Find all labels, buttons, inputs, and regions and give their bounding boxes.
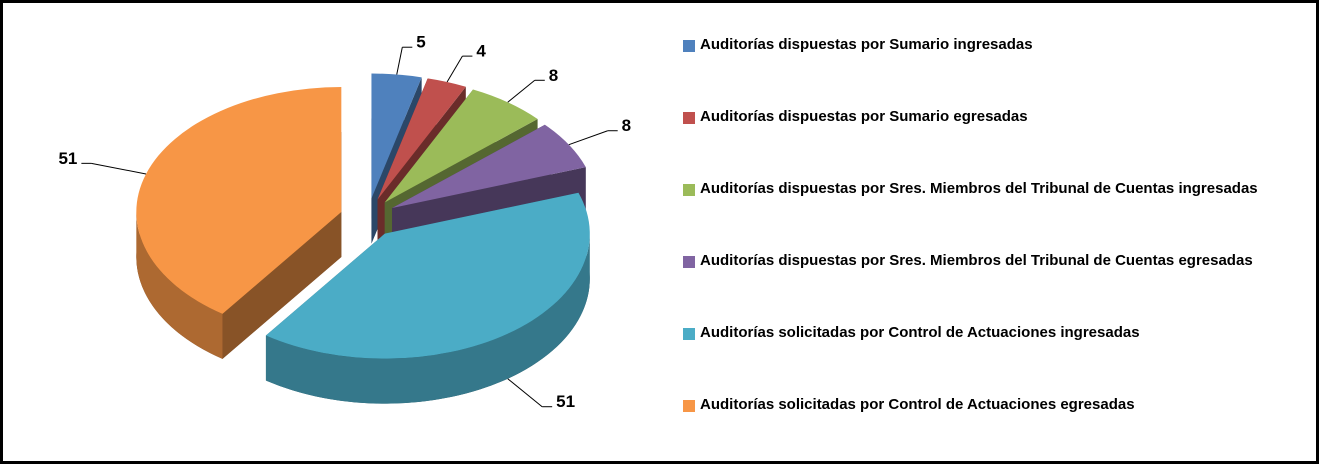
legend-item: Auditorías solicitadas por Control de Ac…	[683, 391, 1303, 461]
data-label: 5	[416, 33, 425, 52]
legend-swatch	[683, 256, 695, 268]
slice-wall	[136, 212, 223, 359]
leader-line	[507, 79, 536, 103]
legend-item: Auditorías dispuestas por Sres. Miembros…	[683, 247, 1303, 319]
legend-label: Auditorías solicitadas por Control de Ac…	[700, 324, 1140, 341]
legend-swatch	[683, 112, 695, 124]
leader-line	[446, 55, 463, 83]
slice	[265, 192, 590, 359]
legend-item: Auditorías dispuestas por Sres. Miembros…	[683, 175, 1303, 247]
slice	[384, 89, 538, 203]
legend-item: Auditorías dispuestas por Sumario egresa…	[683, 103, 1303, 175]
legend-label: Auditorías dispuestas por Sres. Miembros…	[700, 252, 1253, 269]
legend-swatch	[683, 184, 695, 196]
slice	[136, 87, 342, 314]
slice	[377, 78, 466, 200]
leader-line	[507, 378, 543, 408]
legend-item: Auditorías dispuestas por Sumario ingres…	[683, 31, 1303, 103]
slice	[371, 73, 422, 199]
data-label: 51	[58, 149, 77, 168]
legend-label: Auditorías dispuestas por Sres. Miembros…	[700, 180, 1258, 197]
data-label: 8	[549, 66, 558, 85]
data-label: 51	[556, 392, 575, 411]
legend-swatch	[683, 40, 695, 52]
leader-line	[91, 162, 147, 175]
legend-item: Auditorías solicitadas por Control de Ac…	[683, 319, 1303, 391]
legend-label: Auditorías dispuestas por Sumario egresa…	[700, 108, 1028, 125]
leader-line	[396, 47, 403, 75]
pie-area: 5 4 8 8 51 51	[58, 33, 631, 412]
legend-label: Auditorías solicitadas por Control de Ac…	[700, 396, 1135, 413]
slice-side	[222, 212, 342, 359]
data-label: 4	[476, 42, 486, 61]
legend: Auditorías dispuestas por Sumario ingres…	[683, 31, 1303, 461]
legend-swatch	[683, 400, 695, 412]
slice-wall	[265, 233, 590, 404]
legend-label: Auditorías dispuestas por Sumario ingres…	[700, 36, 1033, 53]
leader-line	[568, 130, 608, 146]
legend-swatch	[683, 328, 695, 340]
slice	[392, 124, 586, 209]
data-label: 8	[622, 116, 631, 135]
